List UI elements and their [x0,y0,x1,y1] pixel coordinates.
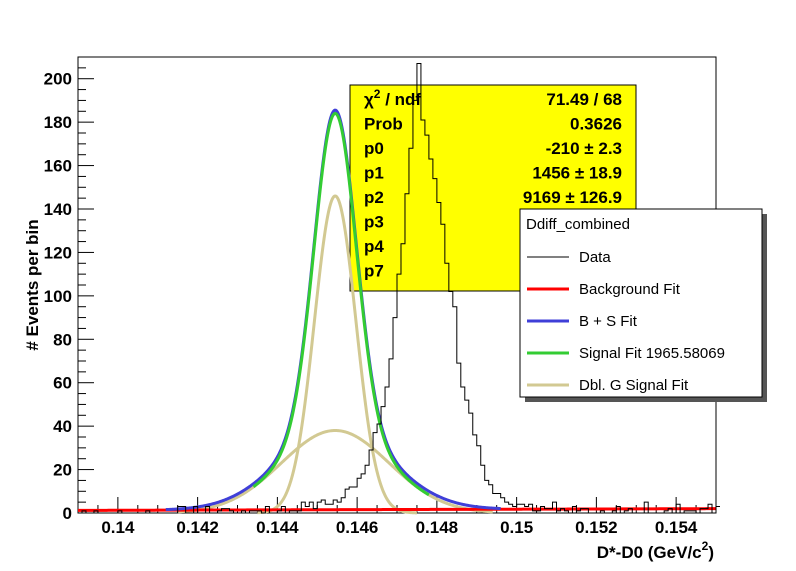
legend-title: Ddiff_combined [526,216,630,233]
legend-label: B + S Fit [579,313,638,330]
data-histogram [78,63,720,514]
x-tick-label: 0.14 [101,518,135,537]
x-tick-label: 0.152 [575,518,618,537]
legend-label: Data [579,249,611,266]
y-tick-labels: 0 20 40 60 80 100 120 140 160 180 200 [44,70,72,523]
legend: Ddiff_combined Data Background Fit B + S F… [519,208,767,402]
background-fit-curve [78,507,716,512]
dbl-g-wide-curve [177,428,493,514]
chi-sup: 2 [374,87,381,101]
y-tick-label: 40 [53,417,72,436]
y-tick-label: 200 [44,70,72,89]
x-tick-label: 0.15 [500,518,533,537]
x-tick-label: 0.142 [176,518,219,537]
legend-label: Signal Fit 1965.58069 [579,345,725,362]
stats-row-value: 1456 ± 18.9 [532,164,622,183]
signal-fit-curve [252,111,430,497]
y-tick-label: 60 [53,374,72,393]
y-axis-label: # Events per bin [23,219,42,350]
stats-row-value: 71.49 / 68 [546,90,622,109]
y-tick-label: 160 [44,157,72,176]
legend-label: Dbl. G Signal Fit [579,377,689,394]
y-tick-label: 180 [44,113,72,132]
stats-row-label: Prob [364,115,403,134]
x-tick-label: 0.146 [336,518,379,537]
stats-row-value: 0.3626 [570,115,622,134]
dbl-g-narrow-curve [257,194,417,515]
y-tick-label: 0 [63,504,72,523]
y-tick-label: 100 [44,287,72,306]
stats-row-label: p2 [364,188,384,207]
stats-row-label: p7 [364,262,384,281]
x-axis-label-tail: ) [708,543,714,562]
y-tick-label: 120 [44,243,72,262]
x-tick-label: 0.154 [655,518,698,537]
fit-curves [78,108,716,515]
legend-label: Background Fit [579,281,681,298]
y-tick-label: 20 [53,461,72,480]
stats-row-value: -210 ± 2.3 [546,139,622,158]
chi-symbol: χ [364,90,374,109]
x-tick-labels: 0.14 0.142 0.144 0.146 0.148 0.15 0.152 0.154 [101,518,698,537]
stats-row-label: p3 [364,213,384,232]
chi-rest: / ndf [380,90,421,109]
stats-row-label: p1 [364,164,384,183]
b-plus-s-fit-curve [165,108,501,512]
y-tick-label: 140 [44,200,72,219]
legend-box [519,208,763,398]
legend-entries: Data Background Fit B + S Fit Signal Fit 19… [527,249,725,394]
stats-row-label: p4 [364,237,384,256]
y-tick-label: 80 [53,330,72,349]
x-axis-label-main: D*-D0 (GeV/c [597,543,702,562]
x-tick-label: 0.148 [416,518,459,537]
x-tick-label: 0.144 [256,518,299,537]
x-axis-label: D*-D0 (GeV/c2) [597,539,714,562]
stats-row-value: 9169 ± 126.9 [523,188,622,207]
stats-row-label: χ2 / ndf [364,87,421,109]
x-axis-label-sup: 2 [702,539,709,553]
stats-row-label: p0 [364,139,384,158]
